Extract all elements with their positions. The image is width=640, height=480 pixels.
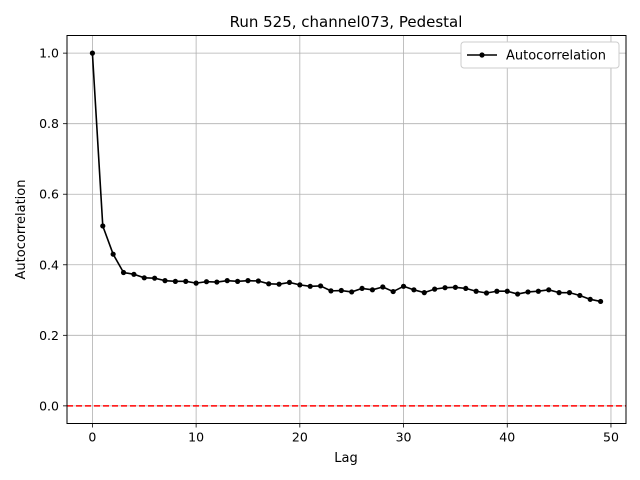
y-tick-label: 1.0 — [39, 46, 59, 61]
data-point — [152, 275, 158, 281]
data-point — [338, 287, 344, 294]
data-point — [100, 223, 106, 229]
data-point — [380, 284, 386, 290]
data-point — [349, 289, 355, 295]
plot-frame — [66, 35, 627, 424]
data-point — [504, 288, 510, 294]
data-point — [110, 251, 116, 257]
data-point — [245, 278, 251, 284]
data-point — [411, 287, 417, 293]
data-point — [141, 275, 147, 281]
data-point — [286, 279, 293, 286]
data-point — [577, 292, 583, 299]
data-point — [266, 281, 272, 287]
data-point — [369, 287, 376, 293]
data-point — [400, 283, 407, 289]
y-tick-label: 0.0 — [39, 398, 59, 413]
data-point — [587, 296, 593, 302]
data-point — [255, 278, 261, 284]
data-point — [463, 285, 469, 292]
x-tick-label: 10 — [188, 430, 204, 445]
data-point — [235, 278, 241, 284]
x-tick-label: 40 — [499, 430, 515, 445]
data-point — [317, 283, 324, 289]
ticks: 0 10 20 30 40 50 0.0 0.2 0.4 0.6 0.8 1.0 — [39, 46, 619, 445]
data-point — [120, 269, 127, 276]
data-point — [597, 298, 604, 305]
data-point — [452, 284, 458, 290]
x-tick-label: 50 — [603, 430, 619, 445]
legend-label: Autocorrelation — [506, 49, 606, 64]
data-point — [535, 288, 541, 294]
legend: Autocorrelation — [460, 41, 620, 69]
x-tick-label: 30 — [396, 430, 412, 445]
data-point — [494, 288, 500, 294]
y-axis-label: Autocorrelation — [14, 180, 29, 280]
data-point — [473, 288, 479, 294]
legend-marker-swatch — [479, 52, 485, 58]
y-tick-label: 0.4 — [39, 257, 59, 272]
y-tick-label: 0.6 — [39, 187, 59, 202]
data-point — [193, 280, 199, 286]
data-point — [421, 290, 427, 296]
data-point — [89, 50, 96, 56]
data-point — [203, 279, 210, 285]
data-point — [525, 289, 531, 295]
data-point — [214, 279, 220, 285]
data-point — [390, 288, 396, 295]
x-tick-label: 20 — [292, 430, 308, 445]
data-point — [515, 291, 521, 297]
data-point — [297, 282, 303, 288]
data-point — [172, 278, 178, 284]
x-tick-label: 0 — [88, 430, 96, 445]
legend-box — [460, 41, 620, 69]
data-point — [276, 281, 282, 287]
y-tick-label: 0.2 — [39, 328, 59, 343]
data-point — [566, 290, 573, 296]
data-point — [359, 285, 365, 292]
data-point — [432, 286, 438, 292]
data-point — [442, 285, 448, 291]
data-point — [483, 290, 490, 296]
x-axis-label: Lag — [334, 451, 357, 466]
data-point — [328, 288, 334, 294]
data-point — [162, 278, 168, 284]
data-point — [556, 290, 562, 296]
data-point — [546, 287, 552, 293]
data-point — [307, 283, 313, 289]
y-tick-label: 0.8 — [39, 116, 59, 131]
data-point — [131, 271, 137, 277]
chart-title: Run 525, channel073, Pedestal — [230, 13, 463, 31]
data-point — [183, 278, 189, 284]
series-group — [89, 50, 604, 305]
data-point — [224, 278, 230, 284]
